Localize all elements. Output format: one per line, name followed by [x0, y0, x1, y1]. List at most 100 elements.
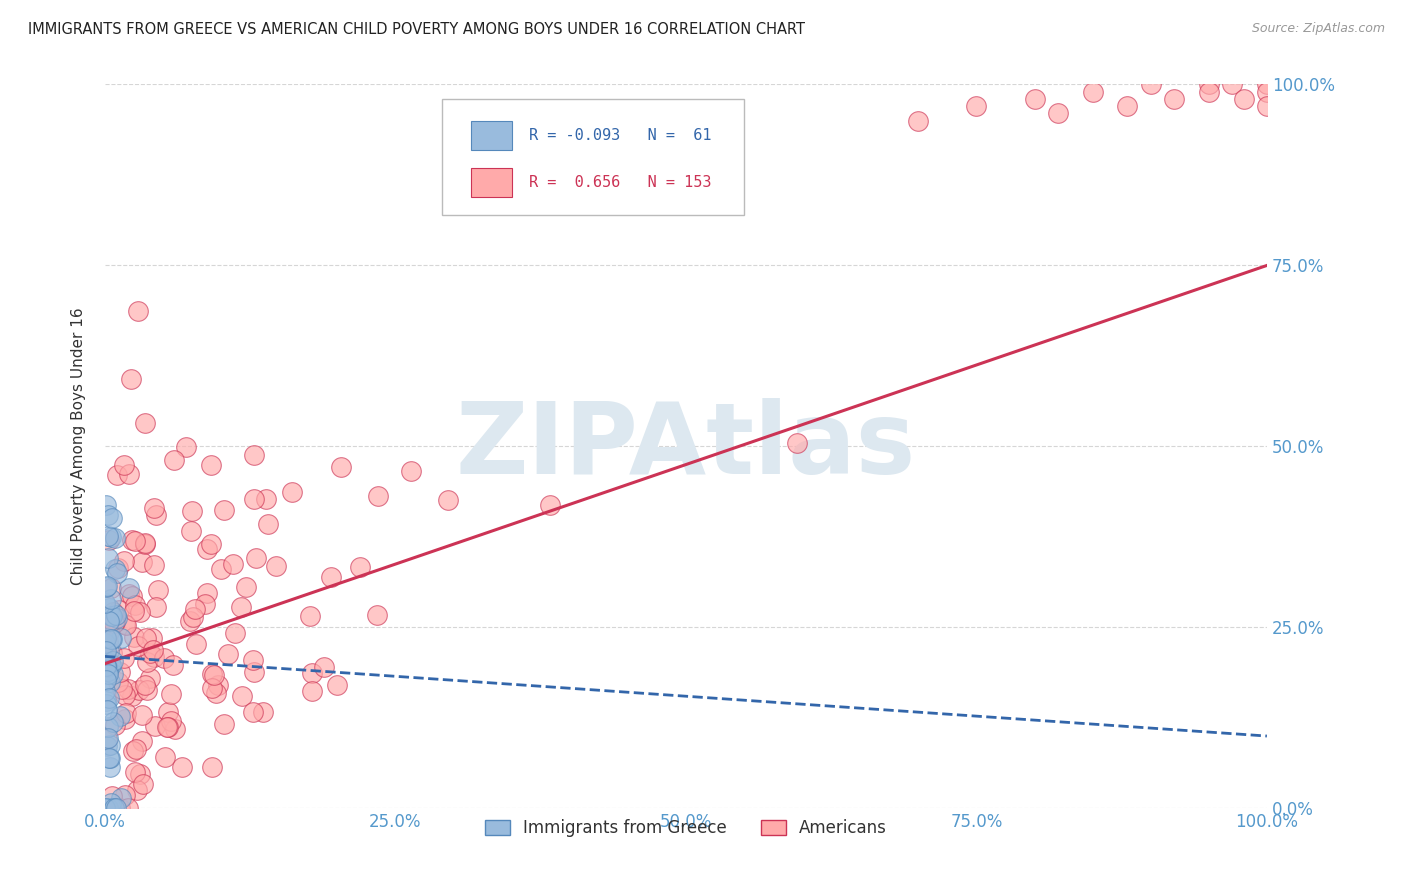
Point — [128, 767, 150, 781]
Point — [118, 581, 141, 595]
Point — [127, 304, 149, 318]
Point — [111, 682, 134, 697]
Point — [114, 788, 136, 802]
Point — [174, 440, 197, 454]
Point — [103, 616, 125, 631]
Point — [107, 561, 129, 575]
Point — [110, 791, 132, 805]
Point — [301, 684, 323, 698]
Point — [1046, 106, 1069, 120]
Point — [96, 660, 118, 674]
Point — [94, 659, 117, 673]
Point — [98, 657, 121, 671]
Point — [224, 625, 246, 640]
Point — [108, 665, 131, 679]
Point — [201, 667, 224, 681]
Point — [112, 458, 135, 472]
Point — [101, 714, 124, 729]
Point — [209, 562, 232, 576]
Point — [98, 615, 121, 629]
Point — [127, 639, 149, 653]
Point — [207, 678, 229, 692]
Point — [94, 631, 117, 645]
Point — [366, 607, 388, 622]
Point — [252, 705, 274, 719]
Point — [143, 649, 166, 664]
Point — [120, 372, 142, 386]
Point — [98, 643, 121, 657]
Point — [97, 529, 120, 543]
Point — [94, 684, 117, 698]
Point — [94, 801, 117, 815]
Point — [1116, 99, 1139, 113]
Point — [349, 560, 371, 574]
Point — [105, 467, 128, 482]
Point — [97, 801, 120, 815]
Point — [100, 801, 122, 815]
Point — [97, 625, 120, 640]
Point — [124, 765, 146, 780]
Point — [153, 749, 176, 764]
Point — [97, 720, 120, 734]
Point — [97, 665, 120, 679]
Point — [97, 751, 120, 765]
Point — [205, 686, 228, 700]
Point — [103, 562, 125, 576]
Point — [94, 635, 117, 649]
Point — [145, 599, 167, 614]
Point — [121, 589, 143, 603]
Point — [141, 632, 163, 646]
Point — [114, 616, 136, 631]
Point — [200, 458, 222, 472]
Point — [94, 673, 117, 687]
Point — [212, 502, 235, 516]
Point — [138, 646, 160, 660]
Text: Source: ZipAtlas.com: Source: ZipAtlas.com — [1251, 22, 1385, 36]
Point — [105, 566, 128, 581]
Point — [127, 783, 149, 797]
Text: ZIPAtlas: ZIPAtlas — [456, 398, 917, 495]
Point — [100, 789, 122, 804]
Point — [94, 498, 117, 512]
Point — [204, 668, 226, 682]
Point — [103, 801, 125, 815]
Point — [321, 570, 343, 584]
Point — [110, 801, 132, 815]
Point — [94, 615, 117, 629]
Point — [110, 631, 132, 645]
Point — [100, 530, 122, 544]
Point — [94, 694, 117, 708]
Point — [134, 536, 156, 550]
Point — [117, 801, 139, 815]
Point — [399, 464, 422, 478]
Point — [242, 705, 264, 719]
Point — [143, 718, 166, 732]
Point — [105, 611, 128, 625]
Text: IMMIGRANTS FROM GREECE VS AMERICAN CHILD POVERTY AMONG BOYS UNDER 16 CORRELATION: IMMIGRANTS FROM GREECE VS AMERICAN CHILD… — [28, 22, 806, 37]
Point — [242, 652, 264, 666]
Point — [101, 632, 124, 647]
Point — [181, 609, 204, 624]
Point — [94, 596, 117, 610]
Point — [200, 537, 222, 551]
Point — [1024, 92, 1046, 106]
Point — [437, 492, 460, 507]
Point — [135, 655, 157, 669]
Point — [907, 113, 929, 128]
Point — [163, 453, 186, 467]
Point — [96, 635, 118, 649]
Point — [1163, 92, 1185, 106]
Point — [314, 659, 336, 673]
Point — [254, 491, 277, 506]
Point — [96, 579, 118, 593]
Point — [100, 797, 122, 811]
Point — [96, 732, 118, 747]
Point — [212, 716, 235, 731]
Point — [264, 558, 287, 573]
Point — [134, 416, 156, 430]
Point — [108, 708, 131, 723]
Point — [117, 682, 139, 697]
Point — [143, 500, 166, 515]
Point — [131, 555, 153, 569]
Point — [156, 720, 179, 734]
